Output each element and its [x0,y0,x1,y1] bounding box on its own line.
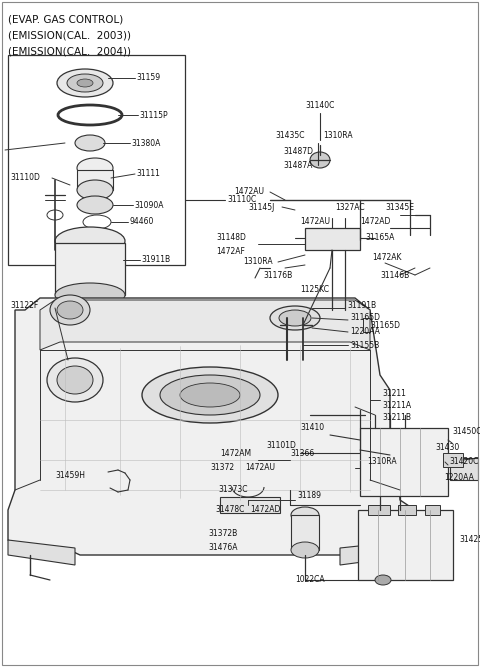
Text: 31410: 31410 [300,424,324,432]
Text: 31148D: 31148D [216,233,246,243]
Text: 31373C: 31373C [218,486,248,494]
Text: 31366: 31366 [290,448,314,458]
Polygon shape [8,298,415,555]
Ellipse shape [279,310,311,326]
Text: 31450C: 31450C [452,428,480,436]
Bar [443,453,463,467]
Text: 1472AU: 1472AU [234,187,264,197]
Text: 1472AF: 1472AF [216,247,245,255]
Bar [305,228,360,250]
Ellipse shape [67,74,103,92]
Text: 31101D: 31101D [266,440,296,450]
Ellipse shape [180,383,240,407]
Text: 31476A: 31476A [208,544,238,552]
Text: 31372: 31372 [210,464,234,472]
Ellipse shape [50,295,90,325]
Text: 31478C: 31478C [215,506,244,514]
Ellipse shape [270,306,320,330]
Text: 1472AD: 1472AD [360,217,390,227]
Text: 31430: 31430 [435,444,459,452]
Polygon shape [8,540,75,565]
Ellipse shape [57,69,113,97]
Ellipse shape [75,135,105,151]
Bar [450,458,478,480]
Text: 1327AC: 1327AC [335,203,365,211]
Text: 31111: 31111 [136,169,160,179]
Text: 31122F: 31122F [10,301,38,309]
Ellipse shape [55,227,125,255]
Text: 1310RA: 1310RA [243,257,273,267]
Bar [8,55,185,265]
Ellipse shape [77,158,113,178]
Text: 31211B: 31211B [382,412,411,422]
Text: 1310RA: 1310RA [367,458,396,466]
Ellipse shape [77,180,113,200]
Ellipse shape [160,375,260,415]
Text: 1472AK: 1472AK [372,253,401,263]
Text: 31165D: 31165D [370,321,400,329]
Text: 1310RA: 1310RA [323,131,353,139]
Text: 31487A: 31487A [283,161,312,169]
Text: (EVAP. GAS CONTROL): (EVAP. GAS CONTROL) [8,14,123,24]
Text: 1472AU: 1472AU [300,217,330,227]
Text: 31155B: 31155B [350,340,379,350]
Text: 31146B: 31146B [380,271,409,279]
Ellipse shape [47,358,103,402]
Ellipse shape [375,575,391,585]
Text: 31372B: 31372B [208,528,237,538]
Bar [398,505,416,515]
Text: 31176B: 31176B [263,271,292,279]
Ellipse shape [291,542,319,558]
Text: 31191B: 31191B [347,301,376,309]
Text: 94460: 94460 [129,217,154,227]
Text: 31189: 31189 [297,490,321,500]
Ellipse shape [310,152,330,168]
Text: 1220AA: 1220AA [444,474,474,482]
Text: 31110C: 31110C [227,195,256,205]
Text: 1472AM: 1472AM [220,448,251,458]
Polygon shape [340,540,415,565]
Text: 31345E: 31345E [385,203,414,211]
Bar [77,170,113,190]
Bar [360,428,448,496]
Polygon shape [40,300,370,350]
Text: 31911B: 31911B [141,255,170,265]
Ellipse shape [291,507,319,523]
Ellipse shape [142,367,278,423]
Text: 31090A: 31090A [134,201,164,209]
Text: 31487D: 31487D [283,147,313,157]
Bar [425,505,440,515]
Text: 31165D: 31165D [350,313,380,323]
Text: (EMISSION(CAL.  2003)): (EMISSION(CAL. 2003)) [8,30,131,40]
Text: 31211A: 31211A [382,400,411,410]
Text: 31145J: 31145J [248,203,275,211]
Ellipse shape [57,366,93,394]
Bar [358,510,453,580]
Text: 31459H: 31459H [55,470,85,480]
Ellipse shape [57,301,83,319]
Text: 31380A: 31380A [131,139,160,147]
Bar [291,515,319,550]
Text: 31159: 31159 [136,73,160,83]
Ellipse shape [77,79,93,87]
Text: 31425A: 31425A [459,536,480,544]
Text: 31420C: 31420C [449,458,479,466]
Text: 31110D: 31110D [10,173,40,183]
Text: 31115P: 31115P [139,111,168,119]
Text: 1125KC: 1125KC [300,285,329,295]
Text: (EMISSION(CAL.  2004)): (EMISSION(CAL. 2004)) [8,46,131,56]
Ellipse shape [77,196,113,214]
Text: 31140C: 31140C [305,101,335,109]
Text: 1220AA: 1220AA [350,327,380,336]
Text: 31165A: 31165A [365,233,395,243]
Text: 31211: 31211 [382,388,406,398]
Text: 1472AU: 1472AU [245,464,275,472]
Ellipse shape [55,283,125,307]
Text: 1472AD: 1472AD [250,506,280,514]
Text: 1022CA: 1022CA [295,576,324,584]
Bar [220,497,280,513]
Bar [55,243,125,295]
Bar [368,505,390,515]
Text: 31435C: 31435C [275,131,304,139]
